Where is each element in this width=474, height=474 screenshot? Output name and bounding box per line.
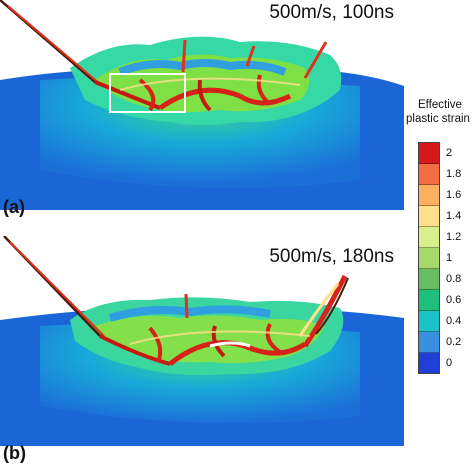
color-bar-tick-label: 0.8 — [446, 273, 462, 286]
color-legend: Effective plastic strain 2 1.8 1.6 1.4 1.2 1 0… — [404, 98, 474, 398]
legend-title-line2: plastic strain — [406, 113, 470, 125]
simulation-panel-a: 500m/s, 100ns — [0, 0, 404, 210]
panel-b-label: (b) — [3, 443, 26, 463]
legend-title-line1: Effective — [418, 99, 462, 111]
color-bar-tick-label: 0 — [446, 357, 453, 370]
color-bar-tick-label: 1 — [446, 252, 453, 264]
color-bar-swatch — [419, 290, 439, 311]
color-bar-swatch — [419, 164, 439, 185]
color-bar-tick-label: 0.6 — [446, 294, 462, 307]
color-bar-swatch — [419, 248, 439, 269]
color-bar-swatch — [419, 185, 439, 206]
simulation-panel-b: 500m/s, 180ns — [0, 236, 404, 446]
color-bar-tick-label: 1.6 — [446, 188, 462, 201]
strain-contour-a — [0, 0, 404, 210]
color-bar-swatch — [419, 269, 439, 290]
color-bar-swatch — [419, 332, 439, 353]
panel-a-label: (a) — [3, 197, 25, 217]
color-bar-tick-label: 1.8 — [446, 167, 462, 180]
legend-title: Effective plastic strain — [406, 98, 474, 126]
color-bar-tick-label: 2 — [446, 146, 453, 159]
color-bar-swatch — [419, 143, 439, 164]
color-bar-tick-label: 0.2 — [446, 336, 462, 349]
strain-contour-b — [0, 236, 404, 446]
color-bar-swatch — [419, 206, 439, 227]
color-bar-tick-label: 1.2 — [446, 230, 462, 243]
color-bar — [418, 142, 440, 374]
panel-b-caption: 500m/s, 180ns — [269, 246, 394, 267]
color-bar-ticks: 2 1.8 1.6 1.4 1.2 1 0.8 0.6 0.4 0.2 0 — [446, 142, 474, 374]
color-bar-swatch — [419, 311, 439, 332]
color-bar-swatch — [419, 353, 439, 373]
color-bar-tick-label: 1.4 — [446, 209, 462, 222]
highlight-box — [109, 73, 186, 113]
color-bar-tick-label: 0.4 — [446, 315, 462, 328]
color-bar-swatch — [419, 227, 439, 248]
panel-a-caption: 500m/s, 100ns — [269, 2, 394, 23]
